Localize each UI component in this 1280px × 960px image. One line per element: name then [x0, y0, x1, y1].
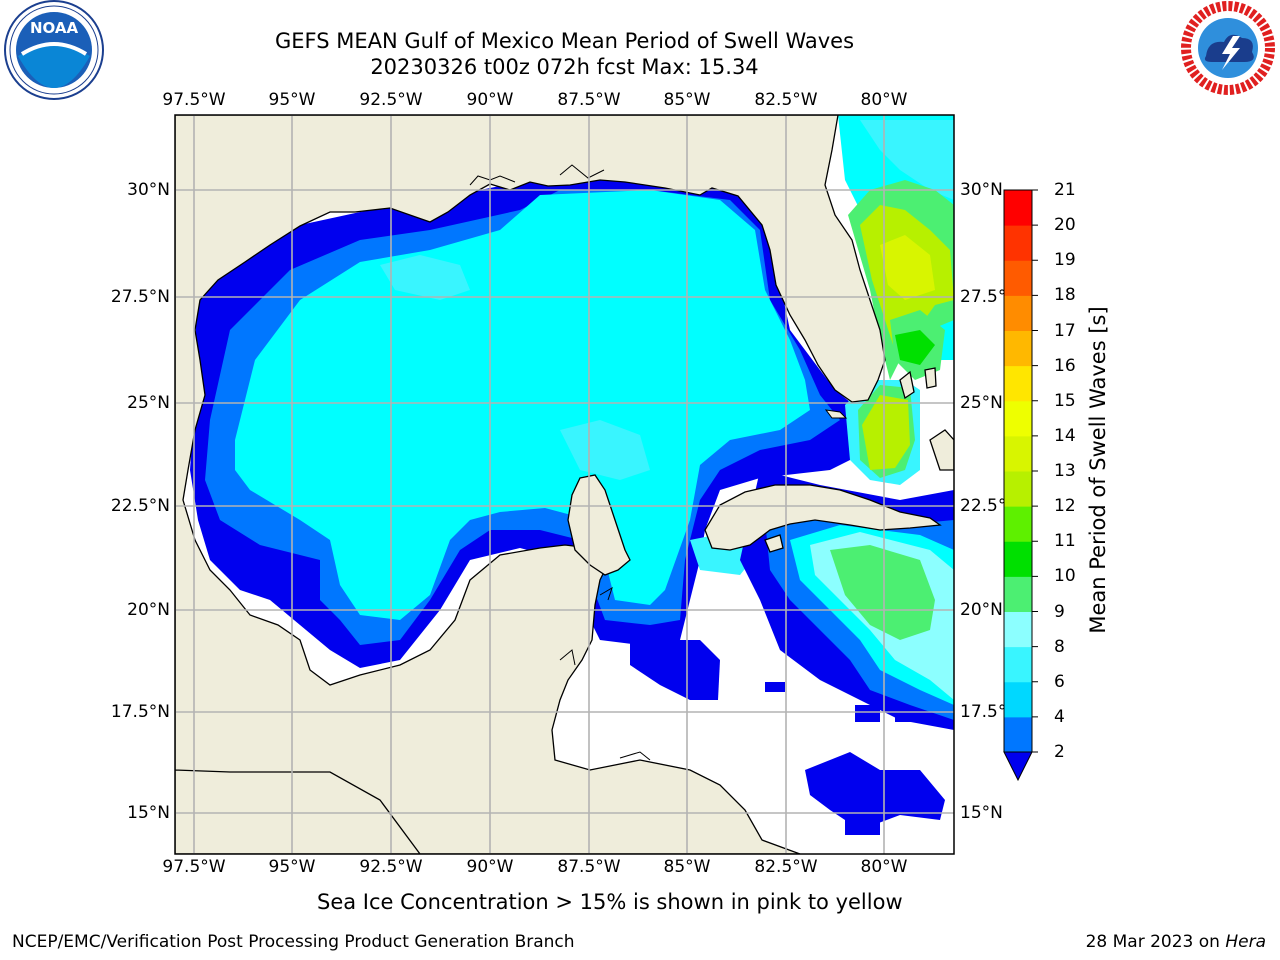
- map-subtitle: 20230326 t00z 072h fcst Max: 15.34: [370, 55, 759, 79]
- colorbar-tick-label: 10: [1054, 566, 1076, 587]
- land-areas: [175, 115, 954, 854]
- lat-tick-right: 25°N: [960, 393, 1003, 413]
- lon-tick-bottom: 82.5°W: [754, 857, 818, 877]
- footer-credit: NCEP/EMC/Verification Post Processing Pr…: [12, 932, 575, 952]
- lon-tick-top: 92.5°W: [359, 90, 423, 110]
- colorbar-tick-label: 17: [1054, 320, 1076, 341]
- lon-tick-top: 80°W: [860, 90, 908, 110]
- colorbar-tick-label: 19: [1054, 250, 1076, 271]
- lon-tick-bottom: 85°W: [663, 857, 711, 877]
- lat-tick-left: 17.5°N: [110, 702, 170, 722]
- colorbar-tick-label: 2: [1054, 742, 1065, 762]
- colorbar-tick-label: 20: [1054, 215, 1076, 236]
- footer-date: 28 Mar 2023 on Hera: [1086, 932, 1266, 952]
- colorbar-tick-label: 13: [1054, 461, 1076, 481]
- lat-tick-left: 22.5°N: [110, 496, 170, 516]
- lon-tick-top: 87.5°W: [557, 90, 621, 110]
- sea-ice-note: Sea Ice Concentration > 15% is shown in …: [317, 890, 903, 914]
- lon-tick-bottom: 87.5°W: [557, 857, 621, 877]
- lon-tick-bottom: 92.5°W: [359, 857, 423, 877]
- lat-tick-left: 20°N: [127, 600, 170, 620]
- map-title: GEFS MEAN Gulf of Mexico Mean Period of …: [274, 29, 855, 53]
- colorbar-tick-label: 21: [1054, 180, 1076, 200]
- colorbar-tick-label: 18: [1054, 285, 1076, 306]
- colorbar-label: Mean Period of Swell Waves [s]: [1086, 306, 1110, 634]
- colorbar-tick-label: 8: [1054, 636, 1065, 657]
- lat-tick-right: 15°N: [960, 803, 1003, 823]
- footer-host: Hera: [1225, 932, 1266, 952]
- lat-tick-left: 30°N: [127, 180, 170, 200]
- lat-tick-left: 15°N: [127, 803, 170, 823]
- lat-tick-right: 30°N: [960, 180, 1003, 200]
- colorbar-tick-label: 14: [1054, 425, 1076, 446]
- lat-tick-left: 25°N: [127, 393, 170, 413]
- lon-tick-bottom: 90°W: [466, 857, 514, 877]
- lon-tick-top: 97.5°W: [162, 90, 226, 110]
- lat-tick-right: 17.5°N: [960, 702, 1020, 722]
- graticule: [175, 115, 954, 854]
- lon-tick-top: 95°W: [268, 90, 316, 110]
- lon-tick-bottom: 95°W: [268, 857, 316, 877]
- nws-logo: [1181, 1, 1275, 95]
- colorbar-tick-label: 16: [1054, 355, 1076, 376]
- colorbar-tick-label: 11: [1054, 531, 1076, 552]
- colorbar-tick-label: 15: [1054, 390, 1076, 411]
- lat-tick-right: 20°N: [960, 600, 1003, 620]
- colorbar-tick-label: 12: [1054, 496, 1076, 517]
- lat-tick-right: 22.5°N: [960, 496, 1020, 516]
- lon-tick-top: 82.5°W: [754, 90, 818, 110]
- footer-date-text: 28 Mar 2023 on: [1085, 932, 1226, 952]
- lat-tick-left: 27.5°N: [110, 287, 170, 307]
- lat-tick-right: 27.5°N: [960, 287, 1020, 307]
- map-frame: [174, 114, 955, 855]
- colorbar-tick-label: 9: [1054, 601, 1065, 622]
- lon-tick-top: 85°W: [663, 90, 711, 110]
- lon-tick-top: 90°W: [466, 90, 514, 110]
- colorbar-tick-label: 6: [1054, 671, 1065, 692]
- svg-text:NOAA: NOAA: [30, 19, 79, 37]
- lon-tick-bottom: 80°W: [860, 857, 908, 877]
- colorbar-tick-label: 4: [1054, 706, 1065, 727]
- noaa-logo: NOAA: [4, 0, 104, 100]
- lon-tick-bottom: 97.5°W: [162, 857, 226, 877]
